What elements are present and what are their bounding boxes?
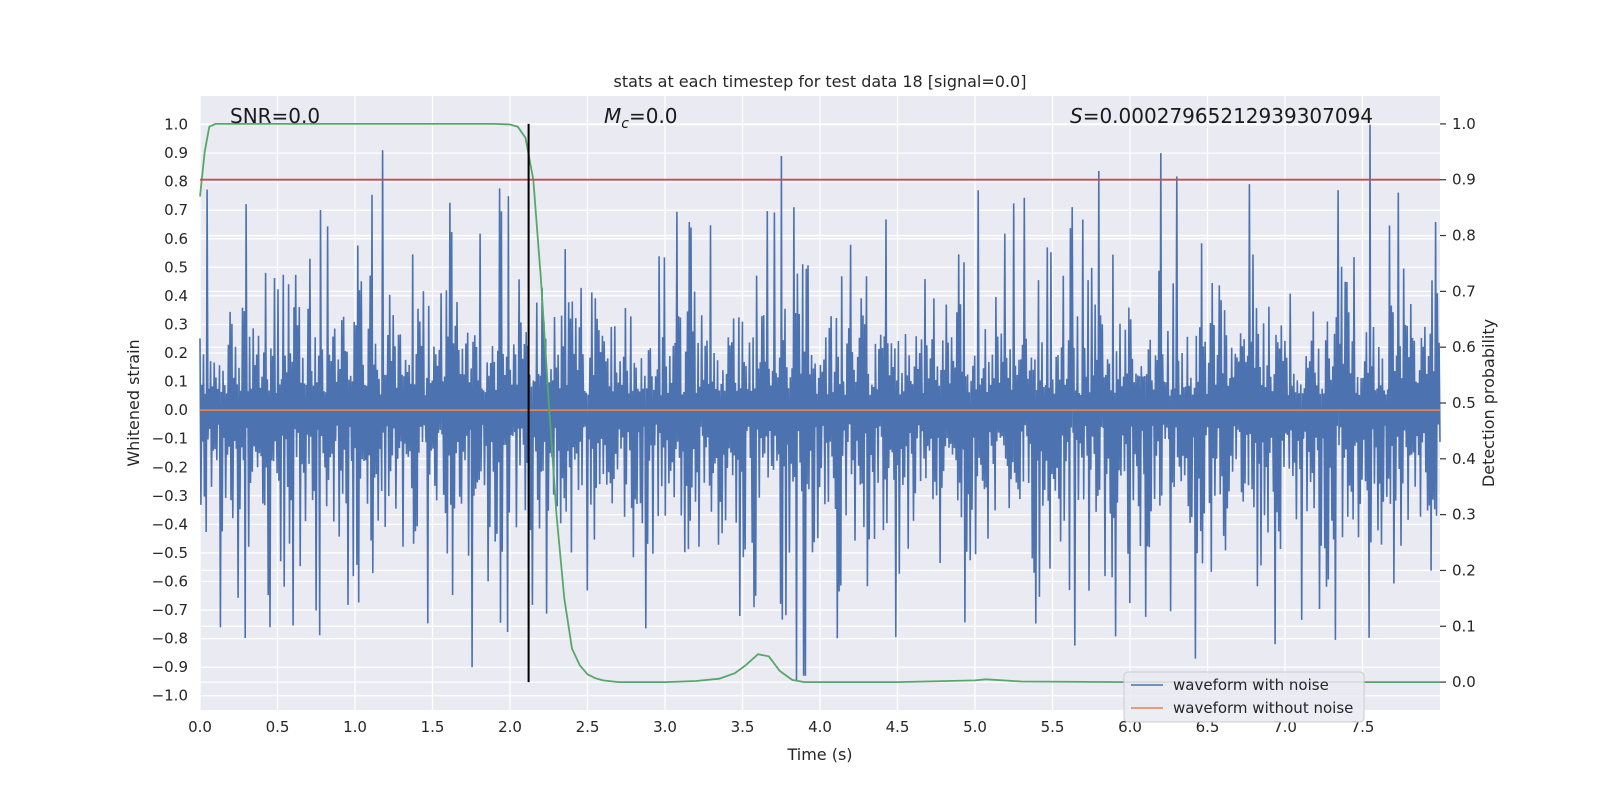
x-tick-label: 2.0 [498,718,522,736]
y2-tick-label: 0.4 [1452,450,1476,468]
y2-tick-label: 0.9 [1452,171,1476,189]
y-tick-label: 0.6 [164,230,188,248]
x-tick-label: 3.0 [653,718,677,736]
line-layer [199,123,1440,683]
y-tick-label: −0.2 [152,458,188,476]
s-symbol: S [1070,104,1083,128]
mc-subscript: c [621,116,629,132]
x-tick-label: 1.5 [421,718,445,736]
y2-tick-label: 1.0 [1452,115,1476,133]
noise-layer [199,124,1441,682]
mc-value: =0.0 [629,104,678,128]
y-tick-label: −0.9 [152,658,188,676]
legend-box [1123,671,1365,723]
s-value: =0.00027965212939307094 [1083,104,1373,128]
y-tick-label: 0.0 [164,401,188,419]
x-tick-label: 5.5 [1041,718,1065,736]
y-tick-label: −0.8 [152,630,188,648]
y-tick-label: −0.7 [152,601,188,619]
y-tick-label: −0.3 [152,487,188,505]
y2-tick-label: 0.7 [1452,282,1476,300]
x-tick-label: 4.0 [808,718,832,736]
y-tick-label: 0.3 [164,315,188,333]
x-axis-label: Time (s) [786,745,852,764]
y-tick-label: 1.0 [164,116,188,134]
snr-annotation: SNR=0.0 [230,104,320,128]
x-tick-label: 1.0 [343,718,367,736]
y2-tick-label: 0.5 [1452,394,1476,412]
s-annotation: S=0.00027965212939307094 [1070,104,1373,128]
legend-label-clean: waveform without noise [1173,699,1353,717]
mc-annotation: Mc=0.0 [604,104,678,132]
legend: waveform with noise waveform without noi… [1123,671,1365,723]
x-tick-label: 2.5 [576,718,600,736]
y-axis-label: Whitened strain [124,339,143,466]
y2-tick-label: 0.2 [1452,561,1476,579]
tick-layer: 0.0 0.5 1.0 1.5 2.0 2.5 3.0 3.5 4.0 4.5 5.0 5.5 6.0 6… [152,115,1476,736]
y2-tick-label: 0.6 [1452,338,1476,356]
x-tick-label: 0.0 [188,718,212,736]
y-tick-label: 0.9 [164,144,188,162]
y2-axis-label: Detection probability [1479,319,1498,487]
series-detection-probability [199,123,1440,683]
y-tick-label: 0.1 [164,373,188,391]
y-tick-label: −0.5 [152,544,188,562]
y-tick-label: −1.0 [152,687,188,705]
mc-symbol: M [604,104,621,128]
y2-tick-label: 0.8 [1452,227,1476,245]
series-waveform-with-noise [199,124,1441,682]
y-tick-label: 0.2 [164,344,188,362]
y-tick-label: 0.8 [164,173,188,191]
y-tick-label: −0.1 [152,430,188,448]
chart-title: stats at each timestep for test data 18 … [614,72,1027,91]
x-tick-label: 5.0 [963,718,987,736]
x-tick-label: 3.5 [731,718,755,736]
y-tick-label: −0.4 [152,515,188,533]
y-tick-label: −0.6 [152,572,188,590]
x-tick-label: 0.5 [266,718,290,736]
x-tick-label: 4.5 [886,718,910,736]
y2-tick-label: 0.1 [1452,617,1476,635]
y-tick-label: 0.7 [164,201,188,219]
y-tick-label: 0.4 [164,287,188,305]
y2-tick-label: 0.0 [1452,673,1476,691]
y-tick-label: 0.5 [164,258,188,276]
legend-label-noise: waveform with noise [1173,676,1329,694]
y2-tick-label: 0.3 [1452,506,1476,524]
